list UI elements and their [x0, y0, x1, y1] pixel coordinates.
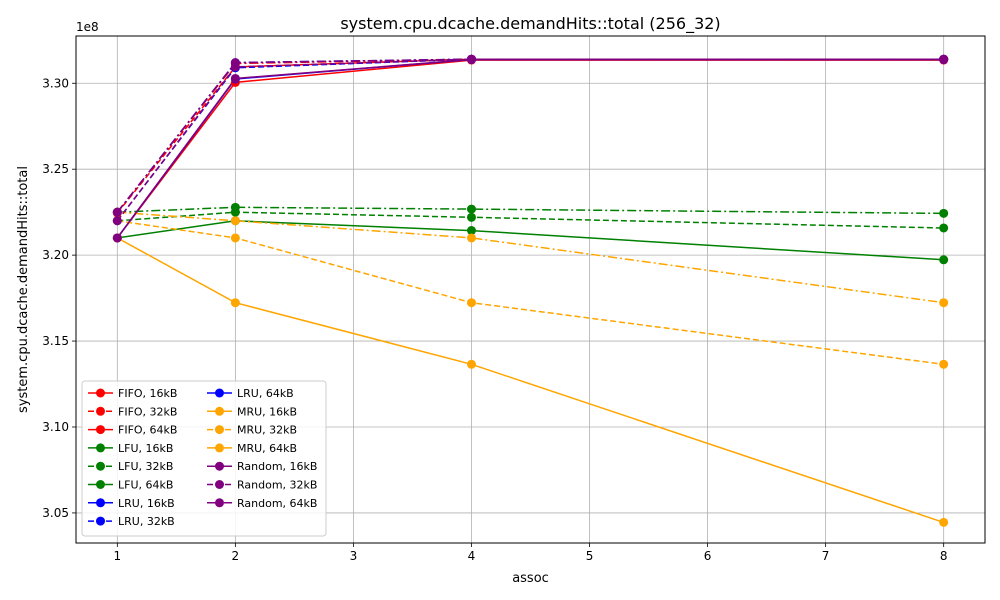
legend: FIFO, 16kB FIFO, 32kB FIFO, 64kB LFU, 16kB L… [81, 380, 327, 537]
y-tick-label: 3.10 [42, 420, 69, 434]
legend-entry-label: LRU, 16kB [118, 497, 175, 510]
series-line-5 [117, 206, 944, 215]
x-tick-label: 3 [350, 549, 358, 563]
y-axis-ticks: 3.05 3.10 3.15 3.20 3.25 3.30 [42, 76, 76, 520]
series-point-4 [939, 223, 949, 233]
series-markers [112, 54, 949, 527]
y-tick-label: 3.25 [42, 162, 69, 176]
x-tick-label: 2 [232, 549, 240, 563]
legend-swatch-marker [96, 443, 105, 453]
series-point-5 [939, 208, 949, 218]
series-line-13 [116, 58, 944, 222]
series-point-5 [466, 204, 476, 214]
y-tick-label: 3.15 [42, 334, 69, 348]
legend-entry-label: FIFO, 64kB [118, 424, 177, 437]
legend-entry-label: FIFO, 16kB [118, 387, 177, 400]
series-point-3 [939, 255, 949, 265]
series-point-10 [230, 233, 240, 243]
legend-swatch-marker [96, 388, 105, 398]
legend-entry-label: Random, 16kB [237, 460, 317, 473]
legend-swatch-marker [96, 516, 105, 526]
series-point-3 [466, 226, 476, 236]
series-line-14 [116, 58, 944, 213]
series-point-14 [939, 54, 949, 64]
x-axis-ticks: 1 2 3 4 5 6 7 8 [113, 543, 948, 563]
series-point-9 [466, 359, 476, 369]
x-axis-label: assoc [512, 571, 549, 586]
series-point-11 [466, 233, 476, 243]
series-line-10 [117, 220, 944, 366]
legend-swatch-marker [215, 498, 224, 508]
series-point-14 [112, 207, 122, 217]
legend-entry-label: MRU, 32kB [237, 424, 297, 437]
series-point-13 [112, 216, 122, 226]
x-tick-label: 1 [113, 549, 121, 563]
x-tick-label: 7 [822, 549, 830, 563]
series-lines [116, 58, 944, 524]
series-point-9 [230, 298, 240, 308]
legend-swatch-marker [96, 406, 105, 416]
series-point-12 [112, 233, 122, 243]
legend-entry-label: LFU, 64kB [118, 479, 173, 492]
series-line-11 [117, 211, 944, 304]
legend-swatch-marker [96, 461, 105, 471]
legend-swatch-marker [215, 461, 224, 471]
legend-entry-label: LFU, 16kB [118, 442, 173, 455]
y-tick-label: 3.05 [42, 506, 69, 520]
series-point-14 [230, 58, 240, 68]
legend-swatch-marker [96, 425, 105, 435]
series-line-7 [116, 58, 944, 222]
y-tick-label: 3.30 [42, 76, 69, 90]
legend-entry-label: MRU, 16kB [237, 405, 297, 418]
x-tick-label: 8 [940, 549, 948, 563]
x-tick-label: 5 [586, 549, 594, 563]
plot-frame [75, 35, 986, 544]
legend-entry-label: Random, 64kB [237, 497, 317, 510]
series-line-9 [116, 237, 944, 524]
x-tick-label: 4 [468, 549, 476, 563]
series-point-14 [466, 54, 476, 64]
series-point-4 [466, 212, 476, 222]
legend-entry-label: Random, 32kB [237, 479, 317, 492]
chart-title: system.cpu.dcache.demandHits::total (256… [340, 14, 720, 34]
legend-entry-label: MRU, 64kB [237, 442, 297, 455]
legend-swatch-marker [215, 425, 224, 435]
legend-entry-label: LFU, 32kB [118, 460, 173, 473]
y-tick-label: 3.20 [42, 248, 69, 262]
legend-swatch-marker [215, 388, 224, 398]
legend-swatch-marker [215, 480, 224, 489]
series-point-5 [230, 202, 240, 212]
series-point-12 [230, 73, 240, 83]
legend-box [81, 380, 327, 537]
legend-entry-label: FIFO, 32kB [118, 405, 177, 418]
legend-entry-label: LRU, 64kB [237, 387, 294, 400]
series-point-11 [939, 298, 949, 308]
legend-swatch-marker [96, 480, 105, 489]
x-tick-label: 6 [704, 549, 712, 563]
series-point-10 [939, 359, 949, 369]
legend-swatch-marker [215, 406, 224, 416]
series-point-10 [466, 298, 476, 308]
series-point-9 [939, 517, 949, 527]
y-axis-label: system.cpu.dcache.demandHits::total [16, 166, 31, 413]
legend-swatch-marker [96, 498, 105, 508]
legend-swatch-marker [215, 443, 224, 453]
series-point-11 [230, 216, 240, 226]
legend-entry-label: LRU, 32kB [118, 515, 175, 528]
y-axis-offset-label: 1e8 [76, 20, 99, 34]
